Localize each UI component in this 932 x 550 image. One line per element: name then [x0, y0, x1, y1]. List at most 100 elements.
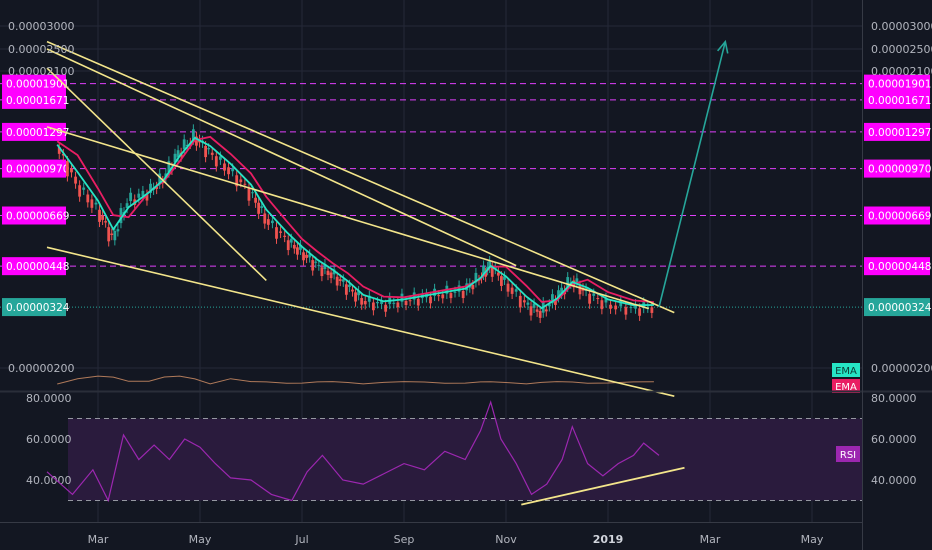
candle-body: [457, 285, 461, 292]
price-level-label-right: 0.00000448: [868, 261, 931, 273]
price-level-badge-right: [864, 122, 930, 141]
price-level-badge-left: [2, 159, 66, 178]
candle-body: [344, 284, 348, 295]
candle-body: [116, 229, 120, 232]
candle-body: [70, 168, 73, 173]
price-level-label-left: 0.00000448: [6, 261, 69, 273]
candle-body: [329, 272, 333, 279]
rsi-panel: 80.0000 80.0000 60.0000 60.0000 40.0000 40.00…: [26, 392, 917, 506]
candle-body: [286, 240, 290, 251]
candle-body: [449, 293, 453, 299]
candle-body: [376, 301, 379, 304]
candle-body: [551, 294, 554, 304]
projection-arrow-head: [717, 39, 729, 54]
price-tick-label-right: 0.00003000: [871, 20, 932, 33]
candle-body: [173, 153, 177, 163]
axes: Mar May Jul Sep Nov 2019 Mar May 0.00003000 0.000…: [0, 20, 932, 546]
candle-body: [547, 304, 551, 307]
legend: EMA EMA: [832, 363, 860, 393]
trend-line: [46, 67, 267, 282]
candle-body: [522, 300, 526, 303]
candle-body: [86, 194, 90, 203]
price-tick-label-right: 0.00002500: [871, 43, 932, 56]
candle-body: [518, 295, 522, 308]
candle-body: [526, 302, 530, 305]
candle-body: [320, 267, 324, 277]
last-price-badge-left: [2, 298, 66, 317]
candle-body: [66, 161, 69, 177]
candle-body: [78, 185, 82, 197]
candle-body: [532, 303, 536, 308]
price-tick-label-left: 0.00003000: [8, 20, 74, 33]
price-tick-label-left: 0.00002100: [8, 65, 74, 78]
candle-body: [191, 129, 195, 140]
candle-body: [503, 276, 506, 280]
candle-body: [360, 298, 364, 305]
trend-lines: [46, 40, 675, 397]
ema-legend-label: EMA: [835, 366, 857, 377]
candle-body: [323, 263, 327, 270]
x-tick-label: Mar: [88, 533, 109, 546]
candle-body: [437, 295, 441, 297]
price-level-badge-left: [2, 257, 66, 276]
rsi-tick-label-right: 80.0000: [871, 392, 917, 405]
candle-body: [384, 304, 388, 312]
candle-body: [614, 305, 618, 310]
candle-body: [351, 289, 354, 292]
price-level-label-right: 0.00001297: [868, 127, 931, 139]
candle-body: [94, 202, 98, 205]
candle-body: [204, 145, 208, 158]
price-tick-label-left: 0.00000200: [8, 362, 74, 375]
candle-body: [113, 230, 117, 241]
candle-body: [396, 302, 400, 308]
candle-body: [239, 179, 243, 183]
candle-body: [98, 209, 101, 222]
candle-body: [145, 194, 149, 201]
price-level-label-left: 0.00000669: [6, 211, 69, 223]
candle-body: [311, 260, 315, 271]
candle-body: [210, 152, 214, 155]
price-level-badge-right: [864, 74, 930, 93]
price-level-label-left: 0.00001901: [6, 79, 69, 91]
candle-body: [314, 261, 318, 263]
candle-body: [357, 290, 361, 296]
price-level-label-left: 0.00000970: [6, 164, 69, 176]
trend-line: [46, 40, 675, 314]
candle-body: [429, 296, 432, 304]
candle-body: [57, 147, 61, 154]
candle-body: [167, 161, 171, 173]
candle-body: [604, 297, 608, 303]
candle-body: [341, 279, 345, 282]
price-levels: 0.00001901 0.00001901 0.00001671 0.00001671…: [0, 74, 932, 317]
candle-body: [263, 213, 267, 224]
candle-body: [453, 291, 457, 293]
candle-body: [90, 199, 94, 208]
candle-body: [624, 307, 628, 315]
candle-body: [107, 227, 111, 242]
candle-body: [392, 302, 396, 304]
candle-body: [363, 300, 367, 305]
candle-body: [510, 287, 514, 294]
candle-body: [296, 247, 299, 255]
price-level-badge-right: [864, 257, 930, 276]
candle-body: [101, 215, 104, 220]
candle-body: [271, 220, 274, 224]
candle-body: [110, 233, 114, 236]
candle-body: [578, 285, 582, 295]
candle-body: [61, 153, 65, 156]
candle-body: [629, 307, 633, 309]
candle-body: [575, 278, 579, 284]
trend-line: [46, 246, 675, 397]
price-level-label-right: 0.00000970: [868, 164, 931, 176]
candle-body: [514, 289, 518, 292]
candle-body: [380, 300, 383, 304]
price-tick-label-right: 0.00002100: [871, 65, 932, 78]
rsi-tick-label-right: 40.0000: [871, 474, 917, 487]
rsi-tick-label-left: 80.0000: [26, 392, 72, 405]
candle-body: [557, 290, 560, 298]
candle-body: [149, 183, 152, 193]
candle-body: [257, 202, 261, 214]
projection-arrow-shaft: [658, 41, 727, 308]
x-tick-label: Sep: [394, 533, 415, 546]
